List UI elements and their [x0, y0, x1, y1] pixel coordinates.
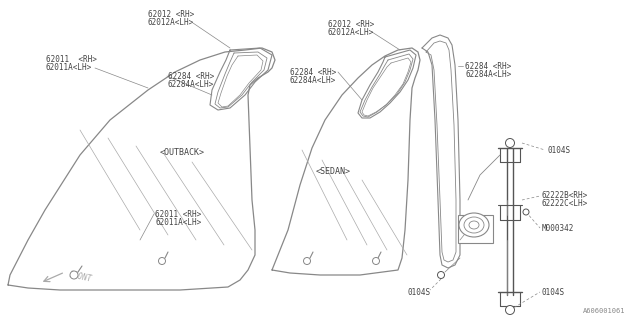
Text: 0104S: 0104S	[547, 146, 570, 155]
Text: 62222B<RH>: 62222B<RH>	[542, 191, 588, 200]
Text: 62011 <RH>: 62011 <RH>	[155, 210, 201, 219]
Circle shape	[506, 306, 515, 315]
Text: 62012A<LH>: 62012A<LH>	[148, 18, 195, 27]
Ellipse shape	[459, 213, 489, 237]
Text: 62284 <RH>: 62284 <RH>	[168, 72, 214, 81]
Circle shape	[523, 209, 529, 215]
Text: A606001061: A606001061	[582, 308, 625, 314]
Circle shape	[70, 271, 78, 279]
Text: 62222C<LH>: 62222C<LH>	[542, 199, 588, 208]
Text: FRONT: FRONT	[68, 270, 93, 284]
FancyBboxPatch shape	[458, 215, 493, 243]
Text: 62284A<LH>: 62284A<LH>	[168, 80, 214, 89]
Circle shape	[506, 139, 515, 148]
Text: 62012A<LH>: 62012A<LH>	[328, 28, 374, 37]
Text: 62011A<LH>: 62011A<LH>	[46, 63, 92, 72]
Ellipse shape	[469, 221, 479, 229]
Ellipse shape	[464, 217, 484, 233]
Text: M000342: M000342	[542, 224, 574, 233]
Circle shape	[438, 271, 445, 278]
Text: 62012 <RH>: 62012 <RH>	[148, 10, 195, 19]
Text: 62284 <RH>: 62284 <RH>	[465, 62, 511, 71]
Text: 62284 <RH>: 62284 <RH>	[290, 68, 336, 77]
Text: <OUTBACK>: <OUTBACK>	[159, 148, 205, 156]
Text: 0104S: 0104S	[542, 288, 565, 297]
Text: 62284A<LH>: 62284A<LH>	[465, 70, 511, 79]
Text: 62011A<LH>: 62011A<LH>	[155, 218, 201, 227]
Text: 0104S: 0104S	[408, 288, 431, 297]
Text: <SEDAN>: <SEDAN>	[316, 167, 351, 176]
Text: 62284A<LH>: 62284A<LH>	[290, 76, 336, 85]
Circle shape	[303, 258, 310, 265]
Text: 62011  <RH>: 62011 <RH>	[46, 55, 97, 64]
Circle shape	[159, 258, 166, 265]
Circle shape	[372, 258, 380, 265]
Text: 62012 <RH>: 62012 <RH>	[328, 20, 374, 29]
